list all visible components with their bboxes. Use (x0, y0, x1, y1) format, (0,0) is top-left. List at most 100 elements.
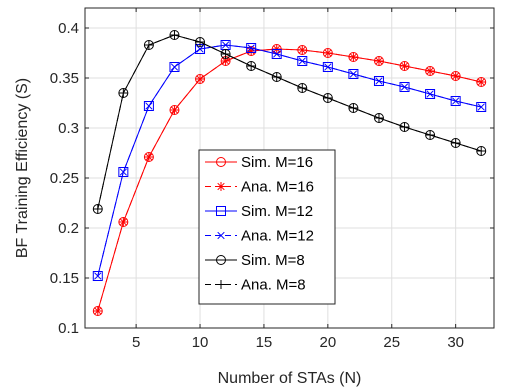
series-4 (94, 41, 485, 280)
legend-label: Sim. M=16 (241, 154, 313, 171)
data-point (119, 168, 127, 176)
data-point (373, 76, 384, 86)
data-point (247, 44, 255, 52)
data-point (93, 204, 103, 214)
data-point (324, 63, 332, 71)
data-point (323, 48, 333, 58)
data-point (221, 56, 231, 66)
data-point (298, 57, 306, 65)
legend-marker (216, 255, 226, 265)
legend-label: Ana. M=12 (241, 228, 314, 245)
data-point (451, 138, 461, 148)
data-point (399, 82, 410, 92)
legend-label: Sim. M=8 (241, 252, 305, 269)
legend-marker (216, 280, 226, 289)
x-tick-label: 20 (320, 334, 337, 351)
legend-item: Sim. M=8 (205, 252, 305, 269)
data-point (246, 46, 256, 56)
data-point (169, 30, 179, 40)
data-point (425, 89, 436, 99)
x-tick-label: 15 (256, 334, 273, 351)
data-point (400, 122, 410, 132)
legend-label: Ana. M=16 (241, 179, 314, 196)
legend-marker (216, 182, 226, 191)
data-point (297, 83, 307, 93)
legend-item: Ana. M=12 (205, 228, 314, 245)
data-point (323, 93, 333, 103)
x-axis-label: Number of STAs (N) (218, 370, 362, 387)
data-point (170, 63, 179, 71)
legend-item: Ana. M=16 (205, 179, 314, 196)
x-tick-label: 30 (447, 334, 464, 351)
legend-item: Ana. M=8 (205, 277, 306, 294)
data-point (144, 40, 154, 50)
data-point (246, 61, 256, 71)
y-tick-label: 0.3 (58, 120, 79, 137)
legend-box (198, 149, 336, 305)
series-line (97, 34, 482, 210)
series-6 (93, 30, 486, 214)
data-point (221, 49, 231, 59)
y-tick-label: 0.15 (50, 270, 79, 287)
x-tick-label: 25 (383, 334, 400, 351)
data-point (271, 49, 282, 59)
data-point (297, 56, 308, 66)
data-point (476, 77, 486, 87)
series-layer (92, 30, 487, 316)
data-point (348, 69, 359, 79)
data-point (195, 37, 205, 47)
legend-label: Ana. M=8 (241, 277, 306, 294)
legend-marker (217, 231, 225, 240)
data-point (348, 52, 358, 62)
y-axis-label: BF Training Efficiency (S) (14, 78, 31, 258)
data-point (145, 102, 153, 110)
data-point (118, 88, 128, 98)
series-line (97, 44, 482, 277)
series-line (97, 48, 482, 312)
y-tick-label: 0.25 (50, 170, 79, 187)
data-point (322, 62, 333, 72)
data-point (476, 102, 487, 112)
data-point (94, 272, 102, 280)
data-point (246, 43, 257, 53)
y-tick-label: 0.35 (50, 70, 79, 87)
data-point (144, 152, 154, 162)
legend: Sim. M=16 Ana. M=16 Sim. M=12 Ana. M=12 Sim.… (198, 149, 336, 305)
data-point (169, 62, 180, 72)
data-point (272, 72, 282, 82)
data-point (143, 101, 154, 111)
data-point (477, 103, 485, 111)
data-point (348, 103, 358, 113)
legend-item: Sim. M=16 (205, 154, 313, 171)
plot-frame (84, 7, 495, 329)
data-point (426, 90, 434, 98)
data-point (92, 271, 103, 281)
legend-marker (216, 206, 226, 216)
data-point (221, 41, 230, 49)
data-point (450, 96, 461, 106)
data-point (451, 71, 461, 81)
data-point (425, 66, 435, 76)
data-point (400, 61, 410, 71)
data-point (195, 74, 205, 84)
legend-item: Sim. M=12 (205, 203, 313, 220)
data-point (169, 105, 179, 115)
y-tick-label: 0.1 (58, 320, 79, 337)
ticks: 5 10 15 20 25 30 0.1 0.15 0.2 0.25 0.3 0.35 0.4 (50, 8, 494, 351)
legend-label: Sim. M=12 (241, 203, 313, 220)
y-tick-label: 0.2 (58, 220, 79, 237)
data-point (118, 217, 128, 227)
x-tick-label: 5 (132, 334, 140, 351)
data-point (349, 70, 358, 78)
data-point (375, 77, 383, 85)
data-point (273, 50, 281, 58)
data-point (374, 56, 384, 66)
data-point (118, 167, 129, 177)
data-point (93, 306, 103, 316)
data-point (425, 130, 435, 140)
y-tick-label: 0.4 (58, 20, 79, 37)
data-point (452, 97, 460, 105)
data-point (374, 113, 384, 123)
legend-marker (216, 157, 226, 167)
